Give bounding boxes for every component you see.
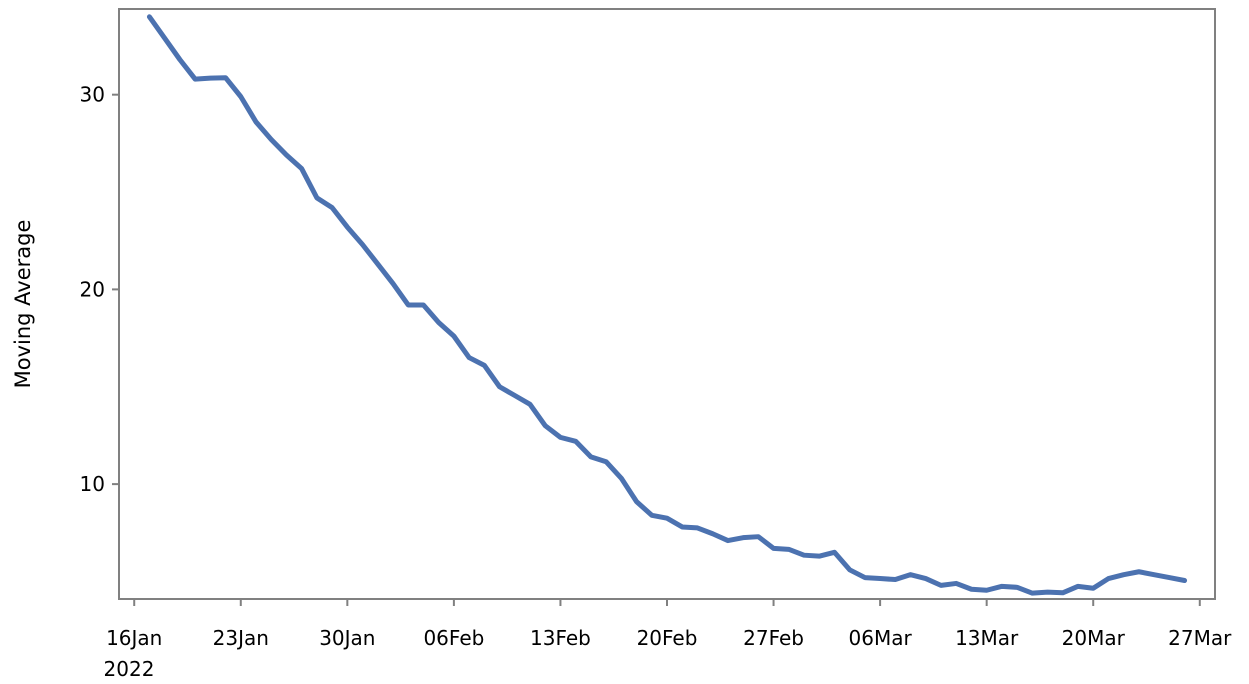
y-tick-label: 30 <box>80 83 105 107</box>
x-year-label: 2022 <box>104 657 155 681</box>
x-tick-label: 27Feb <box>743 626 804 650</box>
y-axis: 10 20 30 <box>80 83 119 496</box>
x-tick-label: 06Feb <box>423 626 484 650</box>
x-tick-label: 16Jan <box>106 626 162 650</box>
x-tick-label: 23Jan <box>213 626 269 650</box>
x-tick-label: 06Mar <box>849 626 913 650</box>
y-tick-label: 20 <box>80 277 105 301</box>
x-axis: 16Jan 23Jan 30Jan 06Feb 13Feb 20Feb 27Feb 06Mar… <box>106 599 1232 650</box>
x-tick-label: 20Mar <box>1062 626 1126 650</box>
x-tick-label: 20Feb <box>637 626 698 650</box>
x-tick-label: 27Mar <box>1168 626 1232 650</box>
y-tick-label: 10 <box>80 472 105 496</box>
moving-average-line <box>146 14 1188 596</box>
plot-frame <box>118 8 1216 600</box>
y-axis-title: Moving Average <box>11 220 35 389</box>
x-tick-label: 13Feb <box>530 626 591 650</box>
x-tick-label: 30Jan <box>319 626 375 650</box>
x-tick-label: 13Mar <box>955 626 1019 650</box>
